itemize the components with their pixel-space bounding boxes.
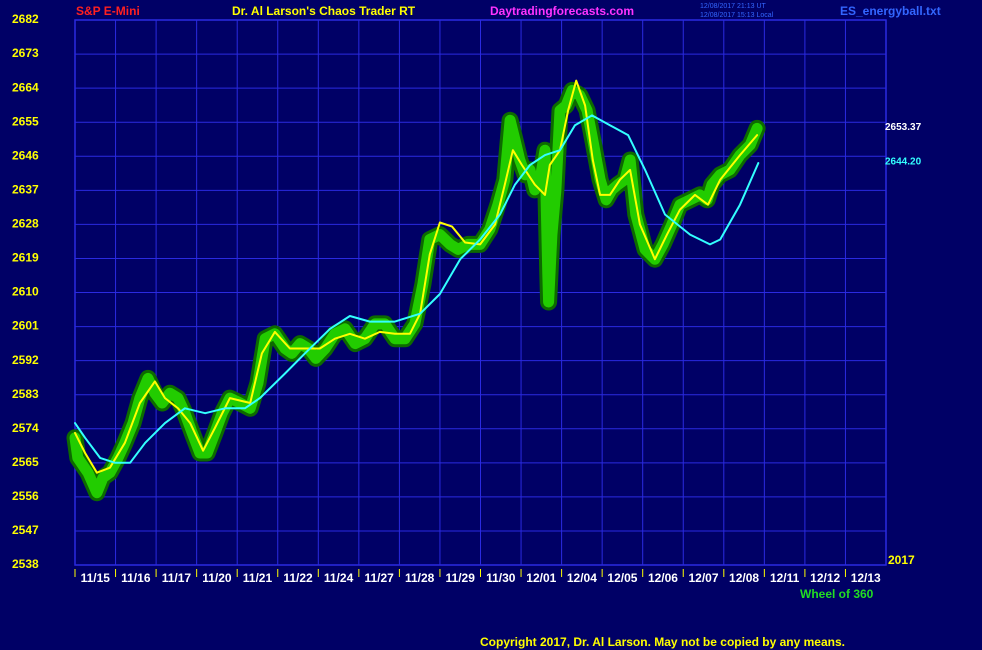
x-tick-label: 12/06 [648, 571, 678, 585]
y-tick-label: 2628 [12, 217, 39, 231]
x-tick-label: 11/20 [202, 571, 232, 585]
y-tick-label: 2637 [12, 182, 39, 196]
x-tick-label: 11/29 [446, 571, 476, 585]
y-tick-label: 2646 [12, 148, 39, 162]
copyright: Copyright 2017, Dr. Al Larson. May not b… [480, 635, 845, 649]
y-tick-label: 2583 [12, 387, 39, 401]
x-tick-label: 12/11 [770, 571, 800, 585]
x-tick-label: 11/16 [121, 571, 151, 585]
x-tick-label: 11/22 [283, 571, 313, 585]
price-glow [69, 84, 763, 499]
y-tick-label: 2574 [12, 421, 39, 435]
y-tick-label: 2619 [12, 251, 39, 265]
y-tick-label: 2682 [12, 12, 39, 26]
y-tick-label: 2538 [12, 557, 39, 571]
last-value-label: 2644.20 [885, 157, 922, 168]
y-tick-label: 2592 [12, 353, 39, 367]
x-tick-label: 12/05 [607, 571, 637, 585]
x-tick-label: 11/21 [243, 571, 273, 585]
plot-border [74, 19, 887, 566]
year-label: 2017 [888, 553, 915, 567]
x-tick-label: 12/13 [851, 571, 881, 585]
x-tick-label: 11/17 [162, 571, 192, 585]
y-tick-label: 2556 [12, 489, 39, 503]
x-tick-label: 11/24 [324, 571, 354, 585]
site-name: Daytradingforecasts.com [490, 4, 634, 18]
x-tick-label: 12/01 [526, 571, 556, 585]
timestamp: 12/08/2017 21:13 UT [700, 3, 766, 10]
x-tick-label: 11/27 [364, 571, 394, 585]
file-name: ES_energyball.txt [840, 4, 941, 18]
x-tick-label: 12/08 [729, 571, 759, 585]
y-tick-label: 2565 [12, 455, 39, 469]
series-line [74, 79, 759, 474]
series-line [74, 114, 760, 464]
y-tick-label: 2664 [12, 80, 39, 94]
x-tick-label: 12/04 [567, 571, 597, 585]
x-tick-label: 12/12 [810, 571, 840, 585]
x-axis-label: Wheel of 360 [800, 587, 874, 601]
y-tick-label: 2610 [12, 285, 39, 299]
app-title: Dr. Al Larson's Chaos Trader RT [232, 4, 416, 18]
y-tick-label: 2601 [12, 319, 39, 333]
x-tick-label: 11/15 [81, 571, 111, 585]
x-tick-label: 11/28 [405, 571, 435, 585]
x-tick-label: 11/30 [486, 571, 516, 585]
timestamp: 12/08/2017 15:13 Local [700, 12, 774, 19]
y-tick-label: 2673 [12, 46, 39, 60]
x-tick-label: 12/07 [689, 571, 719, 585]
y-tick-label: 2547 [12, 523, 39, 537]
last-value-label: 2653.37 [885, 122, 922, 133]
y-tick-label: 2655 [12, 114, 39, 128]
instrument-title: S&P E-Mini [76, 4, 140, 18]
